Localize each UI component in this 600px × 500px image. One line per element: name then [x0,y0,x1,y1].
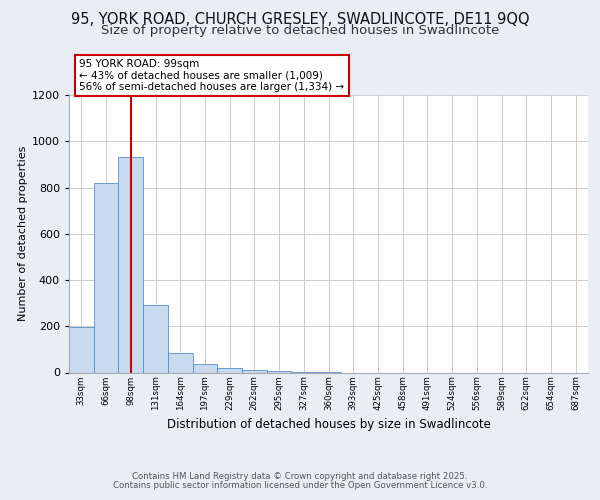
Bar [69,328,94,372]
Text: Contains public sector information licensed under the Open Government Licence v3: Contains public sector information licen… [113,481,487,490]
Bar [94,183,118,372]
Text: Contains HM Land Registry data © Crown copyright and database right 2025.: Contains HM Land Registry data © Crown c… [132,472,468,481]
Bar [267,370,292,372]
Bar [168,353,193,372]
Text: Size of property relative to detached houses in Swadlincote: Size of property relative to detached ho… [101,24,499,37]
X-axis label: Distribution of detached houses by size in Swadlincote: Distribution of detached houses by size … [167,418,490,432]
Bar [242,370,267,372]
Bar [217,368,242,372]
Bar [193,364,217,372]
Text: 95 YORK ROAD: 99sqm
← 43% of detached houses are smaller (1,009)
56% of semi-det: 95 YORK ROAD: 99sqm ← 43% of detached ho… [79,59,344,92]
Y-axis label: Number of detached properties: Number of detached properties [17,146,28,322]
Text: 95, YORK ROAD, CHURCH GRESLEY, SWADLINCOTE, DE11 9QQ: 95, YORK ROAD, CHURCH GRESLEY, SWADLINCO… [71,12,529,28]
Bar [118,158,143,372]
Bar [143,306,168,372]
